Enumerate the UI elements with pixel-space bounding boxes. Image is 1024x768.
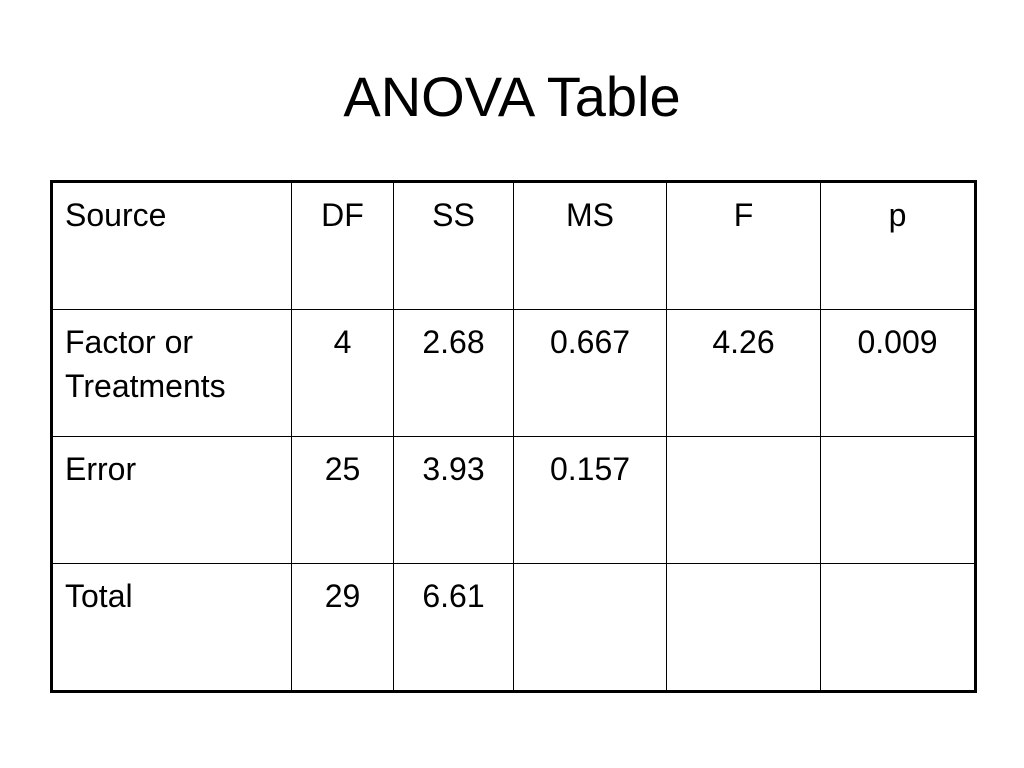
header-row-cell: Source <box>51 181 292 310</box>
data-row-cell: 0.157 <box>513 436 667 564</box>
empty-cell <box>513 563 667 692</box>
data-row-cell: 0.667 <box>513 309 667 437</box>
header-row-cell: p <box>820 181 976 310</box>
data-row: Error 25 3.93 0.157 <box>51 436 976 564</box>
data-row-cell: 6.61 <box>393 563 514 692</box>
header-row-cell: F <box>666 181 821 310</box>
empty-cell <box>820 436 976 564</box>
slide-title: ANOVA Table <box>343 65 681 128</box>
header-row-cell: DF <box>291 181 394 310</box>
data-row-cell: 0.009 <box>820 309 976 437</box>
empty-cell <box>666 563 821 692</box>
data-row-cell: 2.68 <box>393 309 514 437</box>
data-row-cell: 25 <box>291 436 394 564</box>
data-row-cell: 29 <box>291 563 394 692</box>
data-row-cell: Total <box>51 563 292 692</box>
data-row: Total 29 6.61 <box>51 563 976 692</box>
empty-cell <box>666 436 821 564</box>
header-row-cell: MS <box>513 181 667 310</box>
data-row-cell: Error <box>51 436 292 564</box>
data-row-cell: 4.26 <box>666 309 821 437</box>
empty-cell <box>820 563 976 692</box>
data-row-cell: 4 <box>291 309 394 437</box>
data-row-cell: 3.93 <box>393 436 514 564</box>
header-row-cell: SS <box>393 181 514 310</box>
data-row-cell: Factor or Treatments <box>51 309 292 437</box>
data-row: Factor or Treatments 4 2.68 0.667 4.26 0.009 <box>51 309 976 437</box>
